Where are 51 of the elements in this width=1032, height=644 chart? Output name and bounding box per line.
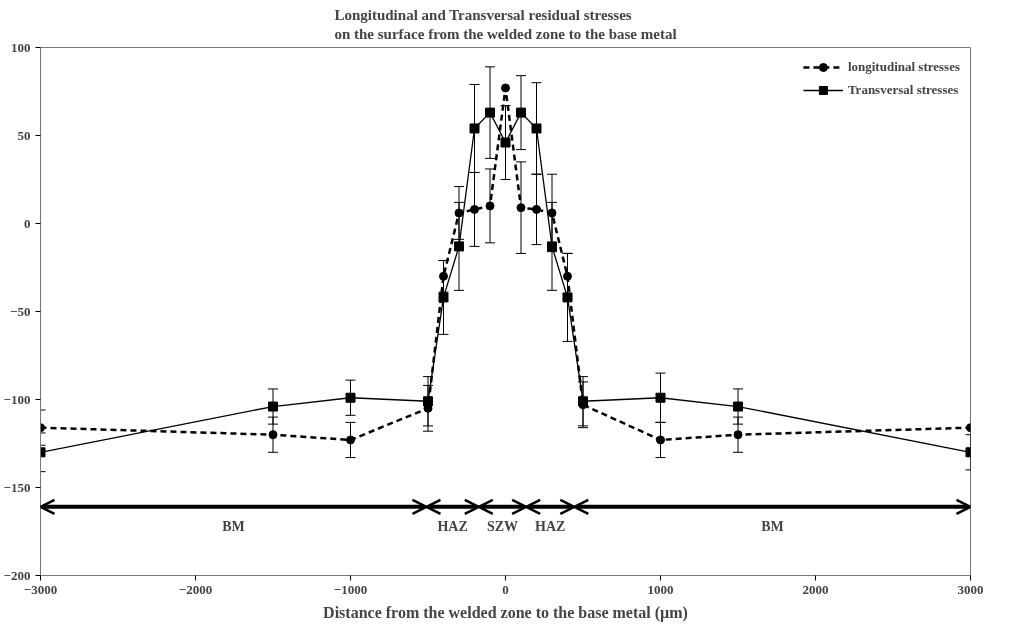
- point: [454, 241, 464, 252]
- point: [516, 107, 526, 118]
- point: [438, 292, 449, 303]
- x-tick-label: 0: [502, 581, 509, 597]
- point: [345, 392, 356, 403]
- point: [470, 204, 479, 214]
- point: [547, 241, 557, 252]
- legend-label: longitudinal stresses: [847, 59, 960, 75]
- x-axis-title: Distance from the welded zone to the base metal (µm): [323, 603, 688, 622]
- point: [733, 430, 743, 440]
- point: [485, 201, 495, 211]
- point: [733, 401, 743, 412]
- point: [656, 435, 665, 445]
- y-tick-label: −50: [10, 303, 31, 319]
- x-tick-label: −1000: [333, 581, 368, 597]
- point: [547, 208, 557, 218]
- y-tick-label: −200: [3, 567, 31, 583]
- annotation: HAZ: [437, 518, 468, 534]
- annotation: BM: [761, 518, 784, 534]
- point: [655, 392, 666, 403]
- point: [531, 123, 542, 134]
- point: [454, 208, 464, 218]
- y-tick-label: 100: [11, 39, 31, 55]
- y-tick-label: −100: [3, 391, 31, 407]
- point: [439, 271, 448, 281]
- point: [516, 203, 526, 213]
- point: [423, 396, 433, 407]
- point: [562, 292, 573, 303]
- y-tick-label: 50: [17, 127, 31, 143]
- annotation: SZW: [486, 518, 519, 534]
- legend-label: Transversal stresses: [847, 82, 959, 98]
- point: [578, 396, 588, 407]
- point: [501, 83, 510, 93]
- point: [532, 204, 541, 214]
- point: [268, 401, 278, 412]
- x-tick-label: 1000: [647, 581, 674, 597]
- y-tick-label: 0: [24, 215, 31, 231]
- point: [485, 107, 495, 118]
- x-tick-label: −3000: [23, 581, 58, 597]
- x-tick-label: −2000: [178, 581, 213, 597]
- point: [268, 430, 278, 440]
- point: [469, 123, 480, 134]
- y-tick-label: −150: [3, 479, 31, 495]
- annotation: BM: [222, 518, 245, 534]
- x-tick-label: 2000: [802, 581, 829, 597]
- point: [500, 137, 511, 148]
- annotation: HAZ: [535, 518, 566, 534]
- x-tick-label: 3000: [957, 581, 984, 597]
- point: [563, 271, 572, 281]
- point: [346, 435, 355, 445]
- chart-title: Longitudinal and Transversal residual stresses on the surface from the welded zone to the base metal: [334, 7, 677, 43]
